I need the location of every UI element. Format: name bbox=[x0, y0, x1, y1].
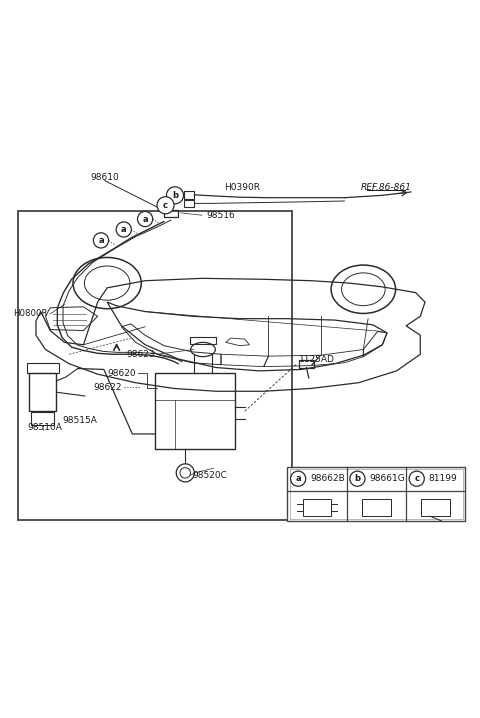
Text: 98510A: 98510A bbox=[27, 424, 62, 432]
Circle shape bbox=[350, 471, 365, 486]
Circle shape bbox=[116, 222, 132, 237]
Text: REF.86-861: REF.86-861 bbox=[360, 183, 411, 192]
Text: 98622: 98622 bbox=[93, 383, 121, 392]
Text: 98520C: 98520C bbox=[192, 471, 228, 480]
Circle shape bbox=[157, 197, 174, 214]
Text: H0390R: H0390R bbox=[224, 183, 260, 192]
Text: b: b bbox=[354, 474, 360, 483]
Bar bbox=[155, 373, 235, 449]
Text: b: b bbox=[172, 191, 178, 200]
Text: 98623: 98623 bbox=[126, 350, 155, 359]
Text: 98662B: 98662B bbox=[310, 474, 345, 483]
Bar bbox=[184, 191, 194, 199]
Bar bbox=[18, 211, 292, 521]
Text: a: a bbox=[121, 225, 127, 234]
Text: a: a bbox=[295, 474, 301, 483]
Bar bbox=[303, 499, 331, 516]
Bar bbox=[290, 469, 463, 519]
Bar bbox=[421, 499, 450, 516]
Bar bbox=[26, 363, 59, 373]
Circle shape bbox=[409, 471, 424, 486]
Bar bbox=[18, 211, 292, 521]
Circle shape bbox=[137, 211, 153, 227]
Circle shape bbox=[290, 471, 306, 486]
Text: a: a bbox=[142, 215, 148, 223]
Text: 98515A: 98515A bbox=[62, 416, 97, 425]
Text: 98661G: 98661G bbox=[369, 474, 405, 483]
Text: 98620: 98620 bbox=[107, 369, 136, 378]
Bar bbox=[190, 337, 216, 344]
Text: 98610: 98610 bbox=[90, 173, 119, 182]
Circle shape bbox=[94, 233, 108, 248]
Bar bbox=[29, 373, 56, 411]
Text: 98516: 98516 bbox=[207, 211, 236, 220]
Text: a: a bbox=[98, 236, 104, 245]
Bar bbox=[362, 499, 391, 516]
Text: c: c bbox=[163, 201, 168, 210]
Bar bbox=[31, 412, 54, 426]
Text: 81199: 81199 bbox=[429, 474, 457, 483]
Circle shape bbox=[167, 187, 183, 204]
Text: 1125AD: 1125AD bbox=[300, 355, 335, 365]
Bar bbox=[300, 360, 313, 368]
Text: H0800R: H0800R bbox=[13, 309, 48, 318]
Text: c: c bbox=[414, 474, 419, 483]
Bar bbox=[184, 200, 194, 208]
Bar bbox=[288, 467, 466, 521]
Bar bbox=[164, 210, 179, 217]
